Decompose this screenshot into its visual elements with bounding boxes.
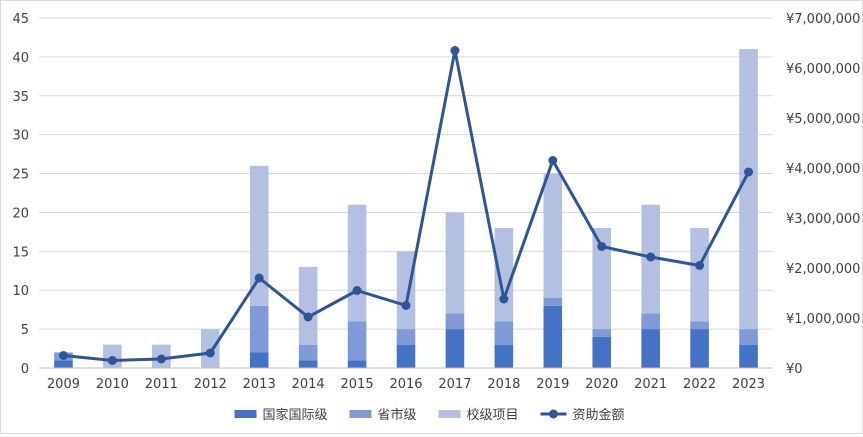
x-tick-label: 2023	[732, 377, 765, 392]
bar-segment	[494, 321, 514, 345]
line-point	[548, 156, 558, 165]
x-tick-label: 2015	[341, 377, 374, 392]
bar-segment	[543, 173, 563, 298]
y-left-tick-label: 45	[12, 12, 29, 27]
bar-segment	[690, 228, 709, 322]
bar-segment	[396, 251, 416, 330]
legend-label: 资助金额	[573, 407, 625, 423]
bar-segment	[543, 305, 563, 368]
line-point	[58, 351, 68, 360]
bar-segment	[690, 329, 709, 368]
y-right-tick-label: ¥5,000,000	[786, 112, 860, 127]
x-tick-label: 2022	[683, 377, 716, 392]
line-point	[352, 286, 362, 295]
y-right-tick-label: ¥1,000,000	[786, 312, 860, 327]
y-left-tick-label: 40	[12, 51, 29, 66]
legend-label: 国家国际级	[263, 407, 328, 423]
x-tick-label: 2010	[96, 377, 129, 392]
bar-segment	[298, 266, 318, 345]
bar-segment	[739, 49, 758, 330]
line-point	[450, 46, 460, 55]
x-tick-label: 2016	[389, 377, 422, 392]
legend-swatch	[349, 410, 372, 418]
legend-swatch	[234, 410, 257, 418]
x-tick-label: 2019	[536, 377, 569, 392]
y-left-tick-label: 25	[12, 168, 29, 183]
gridlines	[39, 17, 773, 330]
y-left-tick-label: 5	[21, 323, 29, 338]
y-left-tick-label: 30	[12, 129, 29, 144]
axes: 0 5 10 15 20 25 30 35 40 45 ¥0 ¥1,000,000 ¥2,000,000…	[12, 12, 860, 392]
bar-segment	[592, 336, 612, 368]
bar-segment	[347, 204, 367, 322]
line-point	[744, 167, 754, 177]
line-point	[646, 252, 656, 262]
bar-segment	[445, 212, 465, 314]
bar-segment	[396, 329, 416, 345]
y-left-tick-label: 0	[21, 362, 29, 377]
line-point	[499, 294, 509, 304]
bar-segment	[249, 352, 269, 368]
x-tick-label: 2012	[194, 377, 227, 392]
line-point	[695, 261, 705, 270]
bar-segment	[494, 228, 514, 322]
line-point	[597, 242, 607, 251]
x-tick-label: 2013	[243, 377, 276, 392]
bar-segment	[54, 360, 73, 368]
amount-line	[58, 46, 754, 365]
x-tick-label: 2009	[47, 377, 80, 392]
x-tick-label: 2021	[634, 377, 667, 392]
y-right-tick-label: ¥4,000,000	[786, 162, 860, 177]
line-point	[401, 301, 411, 310]
y-left-tick-label: 15	[12, 245, 29, 260]
bar-segment	[592, 228, 612, 330]
y-right-tick-label: ¥3,000,000	[786, 212, 860, 227]
bar-segment	[690, 321, 709, 330]
bar-segment	[445, 313, 465, 330]
bar-segment	[739, 344, 758, 368]
line-point	[156, 354, 166, 364]
bar-segment	[298, 360, 318, 368]
legend-swatch	[438, 410, 461, 418]
bar-segment	[347, 360, 367, 368]
bar-segment	[445, 329, 465, 368]
legend-label: 省市级	[378, 407, 417, 423]
line-point	[303, 312, 313, 322]
y-left-tick-label: 10	[12, 284, 29, 299]
y-right-tick-label: ¥6,000,000	[786, 62, 860, 77]
bar-segment	[641, 329, 660, 368]
bars	[54, 49, 758, 368]
x-tick-label: 2017	[438, 377, 471, 392]
bar-segment	[543, 298, 563, 306]
legend: 国家国际级 省市级 校级项目 资助金额	[234, 407, 625, 423]
bar-segment	[592, 329, 612, 337]
bar-segment	[249, 305, 269, 353]
bar-segment	[494, 344, 514, 368]
legend-point-marker	[549, 409, 558, 419]
y-right-tick-label: ¥0	[786, 362, 803, 377]
y-right-tick-label: ¥2,000,000	[786, 262, 860, 277]
x-tick-label: 2014	[292, 377, 325, 392]
x-tick-label: 2020	[585, 377, 618, 392]
bar-segment	[641, 313, 660, 330]
x-tick-label: 2018	[487, 377, 520, 392]
bar-segment	[739, 329, 758, 345]
bar-segment	[347, 321, 367, 361]
bar-segment	[396, 344, 416, 368]
line-point	[205, 348, 215, 358]
legend-label: 校级项目	[467, 407, 519, 423]
line-point	[107, 356, 117, 365]
x-tick-label: 2011	[145, 377, 178, 392]
y-left-tick-label: 20	[12, 206, 29, 221]
bar-segment	[249, 165, 269, 306]
y-right-tick-label: ¥7,000,000	[786, 12, 860, 27]
line-point	[254, 273, 264, 283]
y-left-tick-label: 35	[12, 90, 29, 105]
bar-segment	[298, 344, 318, 361]
